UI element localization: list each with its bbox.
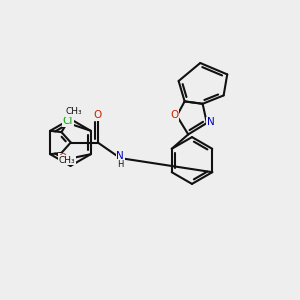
- Text: Cl: Cl: [62, 116, 73, 126]
- Text: CH₃: CH₃: [65, 107, 82, 116]
- Text: O: O: [59, 153, 67, 163]
- Text: O: O: [94, 110, 102, 121]
- Text: N: N: [207, 117, 214, 128]
- Text: N: N: [116, 151, 124, 161]
- Text: O: O: [170, 110, 178, 120]
- Text: H: H: [117, 160, 123, 169]
- Text: CH₃: CH₃: [58, 156, 75, 165]
